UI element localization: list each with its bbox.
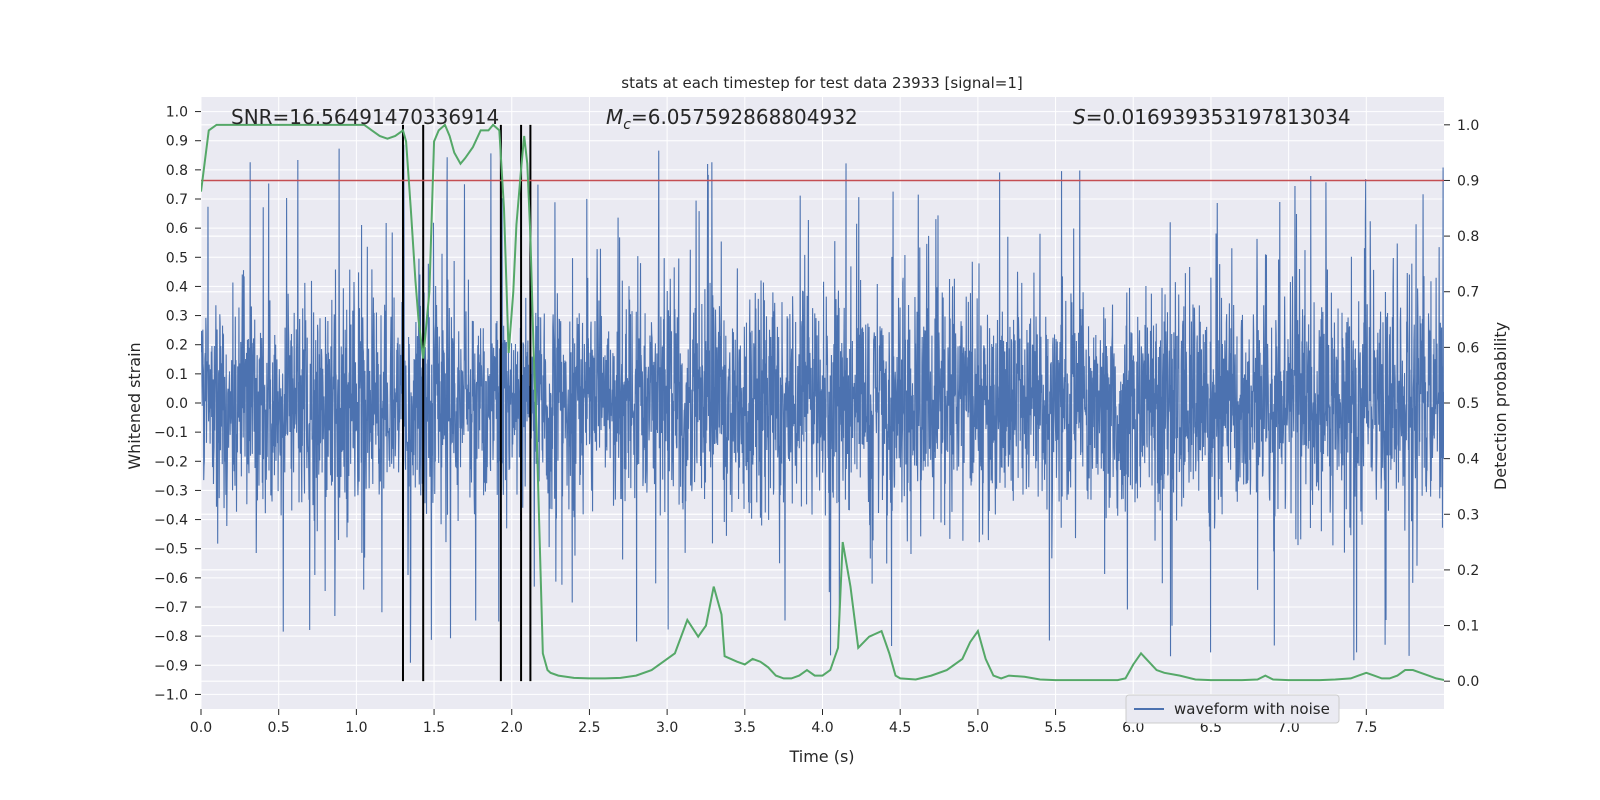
x-tick-label: 1.0 [345,720,367,736]
x-tick-label: 6.5 [1200,720,1222,736]
x-tick-label: 7.5 [1355,720,1377,736]
x-tick-label: 7.0 [1277,720,1299,736]
y-left-tick-label: −0.9 [154,658,188,674]
x-tick-label: 1.5 [423,720,445,736]
y-right-tick-label: 0.2 [1457,563,1479,579]
x-tick-label: 5.0 [967,720,989,736]
y-right-tick-label: 0.3 [1457,507,1479,523]
y-left-tick-label: −0.8 [154,629,188,645]
s-annotation: S=0.016939353197813034 [1073,105,1351,129]
y-left-tick-label: −0.1 [154,425,188,441]
y-left-tick-label: −0.5 [154,542,188,558]
y-right-tick-label: 1.0 [1457,118,1479,134]
y-right-tick-label: 0.6 [1457,340,1479,356]
s-value: =0.016939353197813034 [1086,105,1351,129]
y-left-tick-label: 0.8 [166,163,188,179]
x-tick-label: 3.5 [734,720,756,736]
y-left-tick-label: −0.6 [154,571,188,587]
y-left-tick-label: −0.2 [154,454,188,470]
legend-box [1125,694,1340,724]
chart-title: stats at each timestep for test data 239… [621,74,1022,92]
y-left-tick-label: 0.0 [166,396,188,412]
y-right-tick-label: 0.5 [1457,396,1479,412]
plot-area [201,123,1444,682]
snr-annotation: SNR=16.56491470336914 [231,105,499,129]
x-tick-label: 4.5 [889,720,911,736]
y-right-tick-label: 0.1 [1457,619,1479,635]
y-left-tick-label: −0.4 [154,513,188,529]
y-left-tick-label: 0.3 [166,309,188,325]
y-right-axis-ticks: 1.0 0.9 0.8 0.7 0.6 0.5 0.4 0.3 0.2 0.1 0.0 [1444,118,1479,690]
x-tick-label: 3.0 [656,720,678,736]
y-left-tick-label: 1.0 [166,105,188,121]
series-waveform-with-noise [201,144,1444,663]
legend: waveform with noise [1125,694,1340,724]
x-axis-label: Time (s) [788,747,854,766]
y-right-tick-label: 0.0 [1457,674,1479,690]
y-right-tick-label: 0.7 [1457,285,1479,301]
chirp-mass-symbol: M [606,105,623,129]
x-tick-label: 0.0 [190,720,212,736]
y-left-axis-label: Whitened strain [125,342,144,469]
y-left-tick-label: 0.5 [166,250,188,266]
chirp-mass-subscript: c [623,117,631,133]
y-left-tick-label: −1.0 [154,687,188,703]
x-tick-label: 2.0 [501,720,523,736]
y-left-tick-label: −0.3 [154,483,188,499]
x-tick-label: 2.5 [578,720,600,736]
y-right-axis-label: Detection probability [1491,322,1510,490]
y-left-tick-label: 0.9 [166,134,188,150]
legend-label: waveform with noise [1174,700,1330,718]
x-tick-label: 6.0 [1122,720,1144,736]
series-detection-probability [201,123,1444,682]
y-left-tick-label: 0.4 [166,279,188,295]
y-right-tick-label: 0.4 [1457,452,1479,468]
x-tick-label: 4.0 [811,720,833,736]
x-axis-ticks: 0.0 0.5 1.0 1.5 2.0 2.5 3.0 3.5 4.0 4.5 5.0 5.5 6.0 6… [190,709,1377,736]
y-left-tick-label: 0.7 [166,192,188,208]
y-left-tick-label: 0.1 [166,367,188,383]
chirp-mass-annotation: Mc=6.057592868804932 [606,105,858,133]
y-right-tick-label: 0.8 [1457,229,1479,245]
y-right-tick-label: 0.9 [1457,173,1479,189]
y-left-tick-label: −0.7 [154,600,188,616]
s-symbol: S [1073,105,1086,129]
y-left-axis-ticks: 1.0 0.9 0.8 0.7 0.6 0.5 0.4 0.3 0.2 0.1 0.0 −0.1 −0.… [154,105,201,703]
x-tick-label: 0.5 [268,720,290,736]
y-left-tick-label: 0.2 [166,338,188,354]
chirp-mass-value: =6.057592868804932 [631,105,858,129]
y-left-tick-label: 0.6 [166,221,188,237]
x-tick-label: 5.5 [1044,720,1066,736]
